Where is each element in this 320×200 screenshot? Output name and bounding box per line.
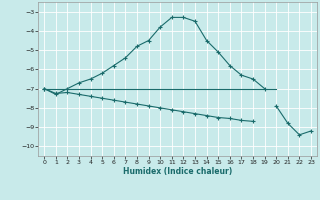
X-axis label: Humidex (Indice chaleur): Humidex (Indice chaleur) xyxy=(123,167,232,176)
